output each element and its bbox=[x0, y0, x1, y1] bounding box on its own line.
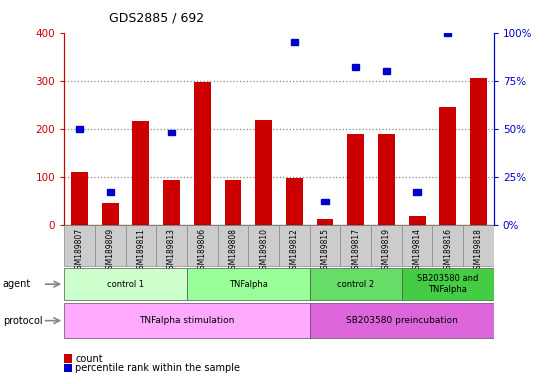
Bar bbox=[168, 130, 175, 136]
Bar bbox=[470, 78, 487, 225]
Bar bbox=[463, 225, 494, 266]
Bar bbox=[156, 225, 187, 266]
Bar bbox=[194, 82, 211, 225]
Text: GSM189816: GSM189816 bbox=[443, 228, 453, 274]
Bar bbox=[408, 217, 426, 225]
Bar bbox=[402, 268, 494, 300]
Bar bbox=[371, 225, 402, 266]
Text: control 2: control 2 bbox=[337, 280, 374, 289]
Text: GSM189812: GSM189812 bbox=[290, 228, 299, 274]
Bar bbox=[444, 30, 451, 36]
Bar bbox=[383, 68, 390, 74]
Bar bbox=[71, 172, 88, 225]
Bar bbox=[321, 199, 329, 205]
Text: percentile rank within the sample: percentile rank within the sample bbox=[75, 363, 240, 373]
Text: TNFalpha stimulation: TNFalpha stimulation bbox=[140, 316, 234, 325]
Text: control 1: control 1 bbox=[107, 280, 144, 289]
Bar bbox=[132, 121, 150, 225]
Bar bbox=[279, 225, 310, 266]
Text: SB203580 preincubation: SB203580 preincubation bbox=[346, 316, 458, 325]
Text: GSM189808: GSM189808 bbox=[228, 228, 238, 274]
Text: GSM189819: GSM189819 bbox=[382, 228, 391, 274]
Bar bbox=[224, 180, 242, 225]
Bar bbox=[64, 303, 310, 338]
Bar bbox=[402, 225, 432, 266]
Text: agent: agent bbox=[3, 279, 31, 289]
Text: count: count bbox=[75, 354, 103, 364]
Bar bbox=[310, 268, 402, 300]
Text: SB203580 and
TNFalpha: SB203580 and TNFalpha bbox=[417, 275, 478, 294]
Text: GSM189813: GSM189813 bbox=[167, 228, 176, 274]
Text: protocol: protocol bbox=[3, 316, 42, 326]
Bar bbox=[107, 189, 114, 195]
Text: GSM189806: GSM189806 bbox=[198, 228, 207, 274]
Text: GDS2885 / 692: GDS2885 / 692 bbox=[109, 11, 204, 24]
Bar bbox=[64, 268, 187, 300]
Bar bbox=[291, 40, 298, 45]
Bar bbox=[102, 203, 119, 225]
Bar bbox=[310, 225, 340, 266]
Bar bbox=[316, 219, 334, 225]
Bar bbox=[347, 134, 364, 225]
Text: TNFalpha: TNFalpha bbox=[229, 280, 268, 289]
Bar bbox=[352, 65, 359, 70]
Bar bbox=[95, 225, 126, 266]
Bar bbox=[378, 134, 395, 225]
Bar bbox=[255, 120, 272, 225]
Bar bbox=[76, 126, 83, 132]
Bar bbox=[286, 178, 303, 225]
Bar bbox=[187, 225, 218, 266]
Bar bbox=[218, 225, 248, 266]
Text: GSM189807: GSM189807 bbox=[75, 228, 84, 274]
Bar bbox=[413, 189, 421, 195]
Bar bbox=[126, 225, 156, 266]
Text: GSM189814: GSM189814 bbox=[412, 228, 422, 274]
Text: GSM189818: GSM189818 bbox=[474, 228, 483, 274]
Text: GSM189809: GSM189809 bbox=[105, 228, 115, 274]
Bar bbox=[260, 11, 267, 17]
Bar bbox=[310, 303, 494, 338]
Bar bbox=[64, 225, 95, 266]
Text: GSM189817: GSM189817 bbox=[351, 228, 360, 274]
Bar bbox=[187, 268, 310, 300]
Bar bbox=[432, 225, 463, 266]
Text: GSM189810: GSM189810 bbox=[259, 228, 268, 274]
Bar bbox=[248, 225, 279, 266]
Text: GSM189815: GSM189815 bbox=[320, 228, 330, 274]
Text: GSM189811: GSM189811 bbox=[136, 228, 146, 274]
Bar bbox=[163, 180, 180, 225]
Bar bbox=[439, 107, 456, 225]
Bar bbox=[340, 225, 371, 266]
Bar bbox=[229, 20, 237, 26]
